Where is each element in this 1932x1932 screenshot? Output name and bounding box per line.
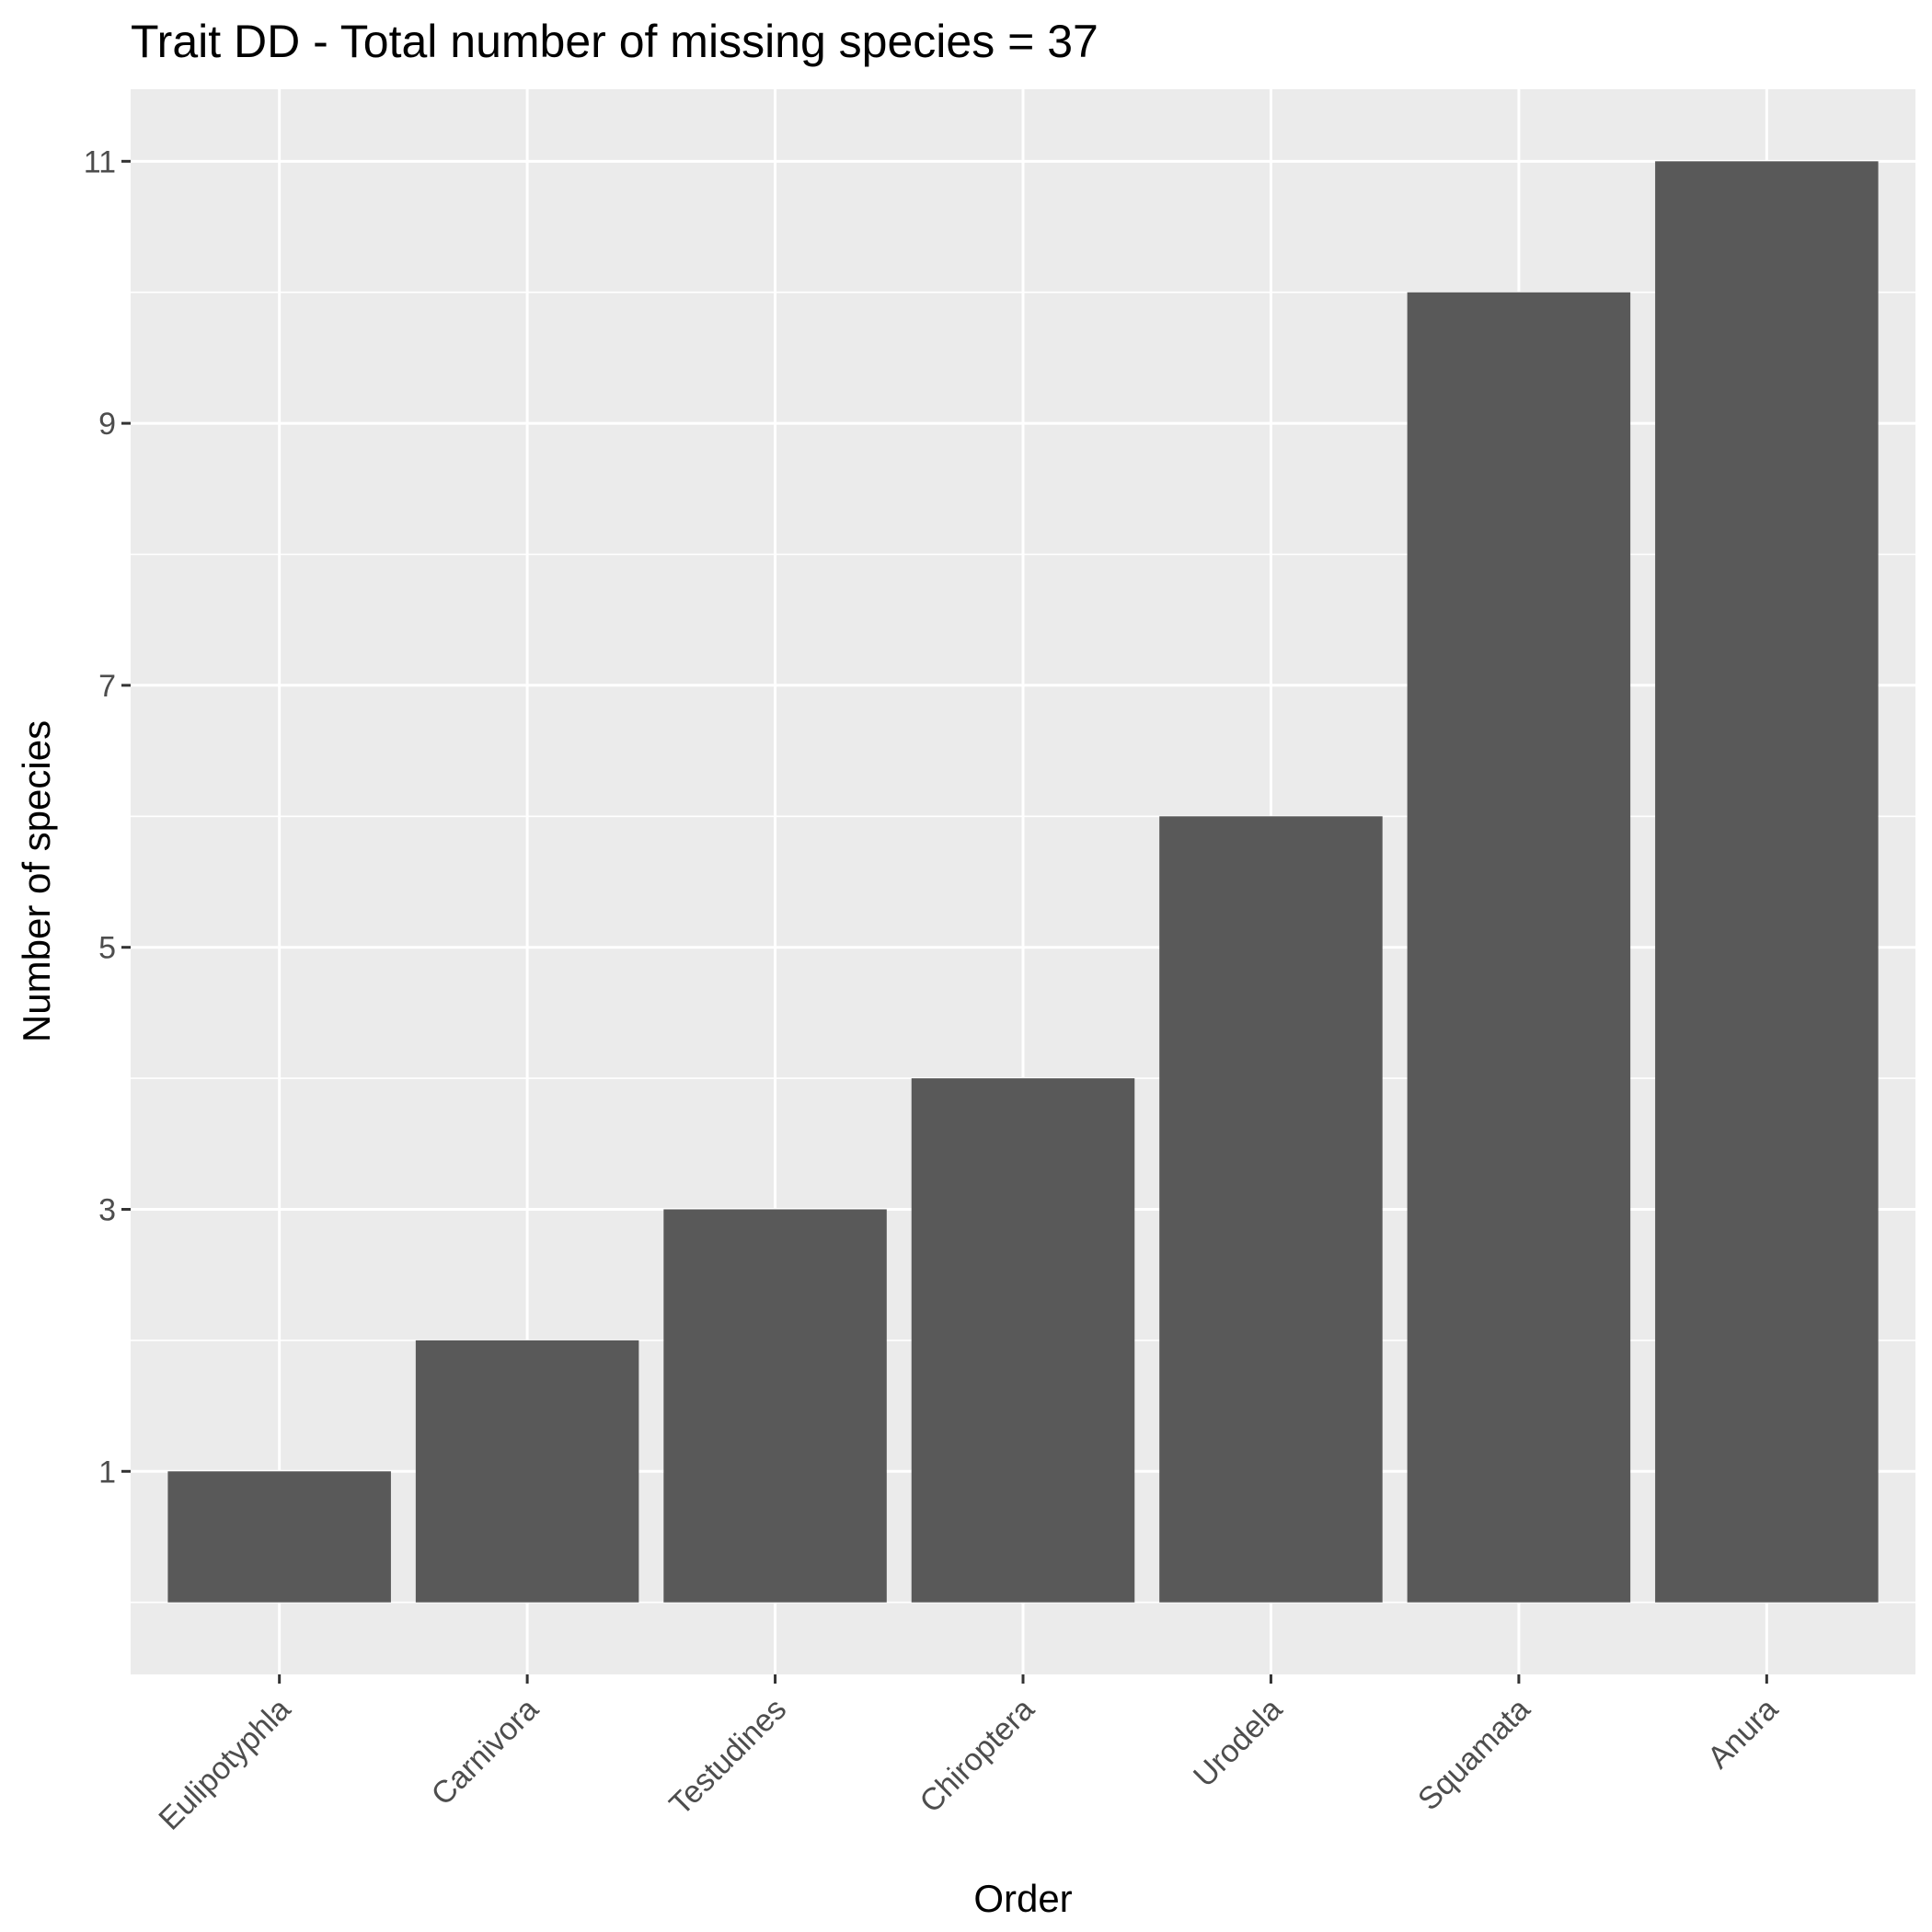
y-tick-label: 3: [98, 1192, 116, 1227]
x-tick-label: Carnivora: [425, 1692, 546, 1812]
bar-eulipotyphla: [167, 1471, 391, 1603]
bar-chiroptera: [911, 1078, 1135, 1603]
x-tick-label: Anura: [1701, 1692, 1785, 1776]
y-tick-label: 1: [98, 1455, 116, 1489]
x-tick-label: Eulipotyphla: [152, 1692, 297, 1837]
y-tick-label: 9: [98, 407, 116, 442]
bar-squamata: [1407, 292, 1631, 1603]
bar-urodela: [1159, 816, 1383, 1603]
bar-anura: [1655, 161, 1879, 1603]
y-axis: 1 3 5 7 9 11: [84, 144, 131, 1489]
x-tick-label: Squamata: [1411, 1692, 1537, 1818]
x-tick-label: Testudines: [662, 1692, 793, 1823]
y-tick-label: 5: [98, 931, 116, 966]
y-axis-title: Number of species: [15, 720, 58, 1042]
x-axis-title: Order: [973, 1877, 1072, 1920]
x-axis: Eulipotyphla Carnivora Testudines Chiropter…: [152, 1674, 1785, 1837]
bar-carnivora: [415, 1340, 639, 1603]
y-tick-label: 11: [84, 144, 116, 179]
y-tick-label: 7: [98, 669, 116, 704]
x-tick-label: Urodela: [1187, 1692, 1289, 1794]
x-tick-label: Chiroptera: [914, 1692, 1041, 1820]
bar-testudines: [663, 1209, 887, 1603]
bars: [167, 161, 1879, 1603]
chart-title: Trait DD - Total number of missing speci…: [131, 16, 1098, 67]
